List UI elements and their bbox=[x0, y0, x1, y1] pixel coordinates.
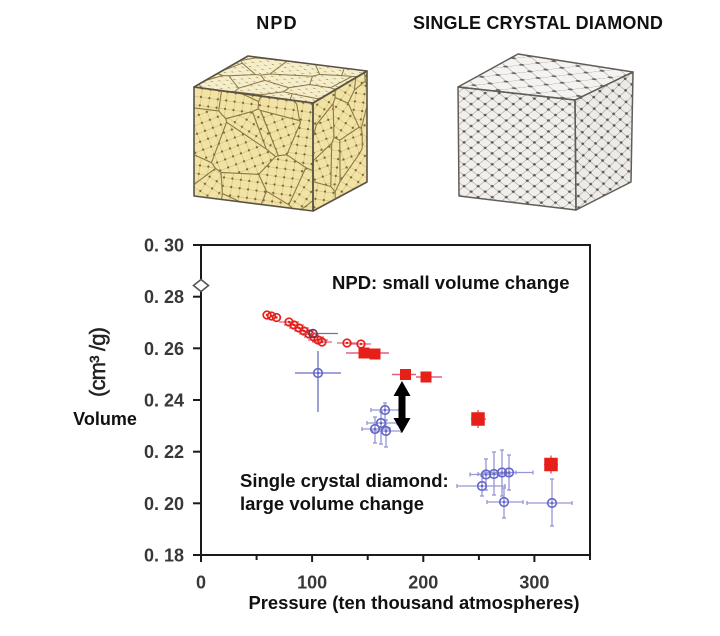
svg-text:0. 18: 0. 18 bbox=[144, 546, 184, 566]
svg-text:0. 30: 0. 30 bbox=[144, 236, 184, 256]
svg-text:0. 26: 0. 26 bbox=[144, 339, 184, 359]
svg-text:NPD: NPD bbox=[256, 13, 298, 33]
svg-text:(cm³ /g): (cm³ /g) bbox=[85, 327, 110, 397]
svg-text:0. 24: 0. 24 bbox=[144, 391, 184, 411]
svg-text:300: 300 bbox=[519, 573, 549, 593]
svg-text:100: 100 bbox=[297, 573, 327, 593]
svg-text:NPD: small volume change: NPD: small volume change bbox=[332, 272, 569, 293]
svg-text:0. 28: 0. 28 bbox=[144, 287, 184, 307]
svg-text:0. 20: 0. 20 bbox=[144, 494, 184, 514]
svg-text:Single crystal diamond:: Single crystal diamond: bbox=[240, 470, 449, 491]
svg-text:0. 22: 0. 22 bbox=[144, 442, 184, 462]
svg-text:large volume change: large volume change bbox=[240, 493, 424, 514]
svg-text:Volume: Volume bbox=[73, 409, 137, 429]
svg-text:0: 0 bbox=[196, 573, 206, 593]
svg-text:SINGLE CRYSTAL DIAMOND: SINGLE CRYSTAL DIAMOND bbox=[413, 13, 663, 33]
svg-text:Pressure (ten thousand atmosph: Pressure (ten thousand atmospheres) bbox=[248, 592, 579, 613]
svg-text:200: 200 bbox=[408, 573, 438, 593]
